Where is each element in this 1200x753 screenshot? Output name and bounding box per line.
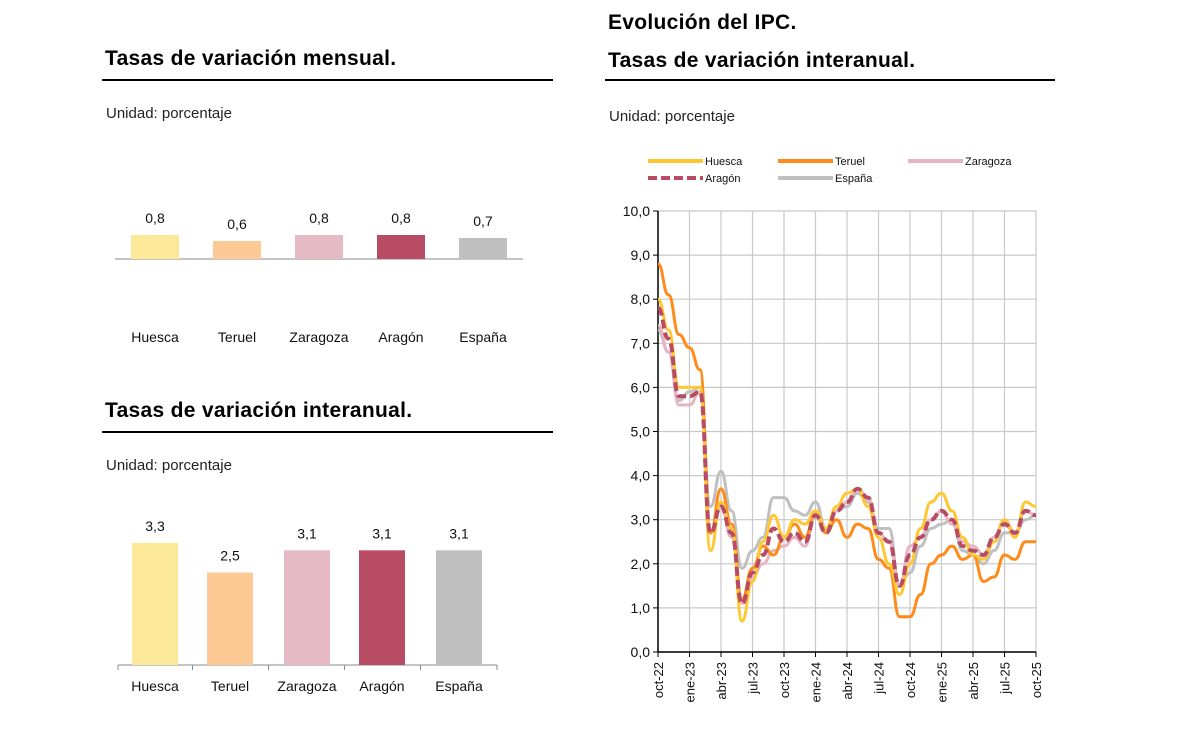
x-tick-label: jul-25: [998, 662, 1013, 695]
y-tick-label: 8,0: [631, 291, 651, 307]
x-tick-label: oct-22: [651, 662, 666, 698]
divider: [102, 431, 553, 433]
legend-label: Aragón: [705, 173, 740, 185]
bar-category-label: España: [459, 329, 507, 345]
y-tick-label: 2,0: [631, 556, 651, 572]
bar-category-label: Teruel: [211, 678, 249, 694]
x-tick-label: oct-25: [1029, 662, 1044, 698]
annual-title: Tasas de variación interanual.: [105, 399, 413, 422]
bar: [207, 572, 253, 665]
bar-value-label: 3,1: [297, 525, 317, 541]
bar-category-label: Aragón: [378, 329, 423, 345]
divider: [605, 79, 1055, 81]
bar-value-label: 0,6: [227, 216, 247, 232]
bar-category-label: Zaragoza: [289, 329, 348, 345]
bar-value-label: 0,8: [391, 210, 411, 226]
monthly-unit: Unidad: porcentaje: [106, 105, 232, 122]
bar: [132, 542, 178, 665]
bar-value-label: 2,5: [220, 548, 240, 564]
y-tick-label: 6,0: [631, 379, 651, 395]
y-tick-label: 3,0: [631, 512, 651, 528]
bar-category-label: Huesca: [131, 329, 179, 345]
bar-value-label: 0,8: [145, 210, 165, 226]
bar-category-label: Huesca: [131, 678, 179, 694]
ipc-title: Evolución del IPC.: [608, 11, 797, 34]
legend-label: España: [835, 173, 873, 185]
bar: [359, 550, 405, 665]
bar-category-label: Teruel: [218, 329, 256, 345]
bar-category-label: España: [435, 678, 483, 694]
x-tick-label: ene-23: [683, 662, 698, 702]
annual-unit: Unidad: porcentaje: [106, 457, 232, 474]
y-tick-label: 10,0: [623, 203, 650, 219]
bar: [295, 235, 343, 259]
legend-label: Huesca: [705, 156, 743, 168]
bar: [377, 235, 425, 259]
y-tick-label: 1,0: [631, 600, 651, 616]
x-tick-label: oct-24: [903, 662, 918, 698]
ipc-unit: Unidad: porcentaje: [609, 108, 735, 125]
bar: [436, 550, 482, 665]
series-line-aragón: [656, 306, 1037, 606]
y-tick-label: 4,0: [631, 468, 651, 484]
bar-value-label: 3,1: [372, 525, 392, 541]
bar-category-label: Aragón: [359, 678, 404, 694]
x-tick-label: abr-23: [714, 662, 729, 700]
legend-label: Teruel: [835, 156, 865, 168]
bar: [213, 241, 261, 259]
x-tick-label: oct-23: [777, 662, 792, 698]
x-tick-label: jul-23: [746, 662, 761, 695]
x-tick-label: ene-24: [809, 662, 824, 702]
legend-label: Zaragoza: [965, 156, 1012, 168]
ipc-subtitle: Tasas de variación interanual.: [608, 49, 916, 72]
y-tick-label: 7,0: [631, 335, 651, 351]
bar-value-label: 3,1: [449, 525, 469, 541]
bar-category-label: Zaragoza: [277, 678, 336, 694]
bar-value-label: 3,3: [145, 518, 165, 534]
y-tick-label: 0,0: [631, 644, 651, 660]
bar-value-label: 0,8: [309, 210, 329, 226]
bar: [459, 238, 507, 259]
y-tick-label: 9,0: [631, 247, 651, 263]
x-tick-label: abr-25: [966, 662, 981, 700]
x-tick-label: jul-24: [872, 662, 887, 695]
y-tick-label: 5,0: [631, 424, 651, 440]
divider: [102, 79, 553, 81]
bar: [131, 235, 179, 259]
bar-value-label: 0,7: [473, 213, 493, 229]
monthly-title: Tasas de variación mensual.: [105, 47, 397, 70]
x-tick-label: ene-25: [935, 662, 950, 702]
x-tick-label: abr-24: [840, 662, 855, 700]
bar: [284, 550, 330, 665]
